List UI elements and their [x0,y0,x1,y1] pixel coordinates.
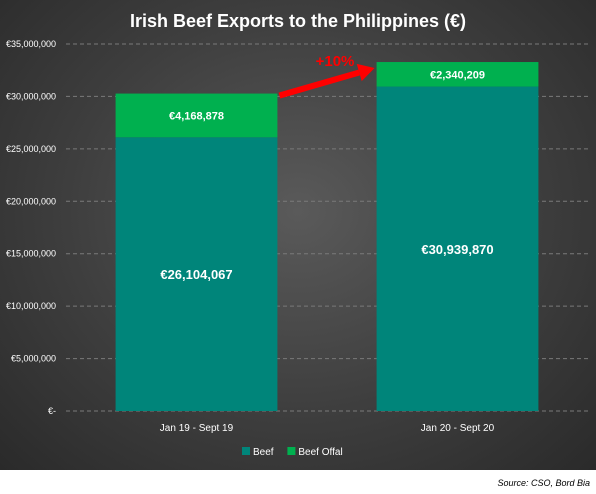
legend-label: Beef Offal [298,447,342,458]
bar-chart: Irish Beef Exports to the Philippines (€… [6,11,588,458]
chart-panel: Irish Beef Exports to the Philippines (€… [0,0,596,470]
chart-title: Irish Beef Exports to the Philippines (€… [130,11,466,31]
y-tick-label: €20,000,000 [6,196,56,206]
growth-label: +10% [316,53,355,70]
y-tick-label: €15,000,000 [6,249,56,259]
legend-swatch [242,447,250,455]
bar-segment-beef-offal [115,93,278,138]
y-tick-label: €30,000,000 [6,91,56,101]
x-axis-tick-labels: Jan 19 - Sept 19 Jan 20 - Sept 20 [160,423,495,434]
bar-segment-beef [376,86,539,411]
bar-segment-beef [115,137,278,411]
y-tick-label: €- [48,406,56,416]
bars [115,62,539,411]
y-tick-label: €10,000,000 [6,301,56,311]
source-note: Source: CSO, Bord Bia [497,478,590,488]
data-label: €26,104,067 [160,267,232,282]
growth-arrow-head [356,63,375,82]
legend-label: Beef [253,447,274,458]
x-tick-label: Jan 20 - Sept 20 [421,423,495,434]
legend: Beef Beef Offal [242,447,343,458]
y-tick-label: €5,000,000 [11,354,56,364]
bar-segment-beef-offal [376,62,539,87]
y-axis-tick-labels: €- €5,000,000 €10,000,000 €15,000,000 €20,00… [6,39,56,416]
data-label: €4,168,878 [169,110,224,122]
data-labels: €26,104,067 €4,168,878 €30,939,870 €2,340,2… [160,69,493,282]
data-label: €2,340,209 [430,69,485,81]
y-tick-label: €25,000,000 [6,144,56,154]
growth-arrow-shaft [278,69,361,99]
y-tick-label: €35,000,000 [6,39,56,49]
legend-swatch [287,447,296,455]
growth-annotation: +10% [278,53,375,99]
x-tick-label: Jan 19 - Sept 19 [160,423,234,434]
data-label: €30,939,870 [421,242,493,257]
